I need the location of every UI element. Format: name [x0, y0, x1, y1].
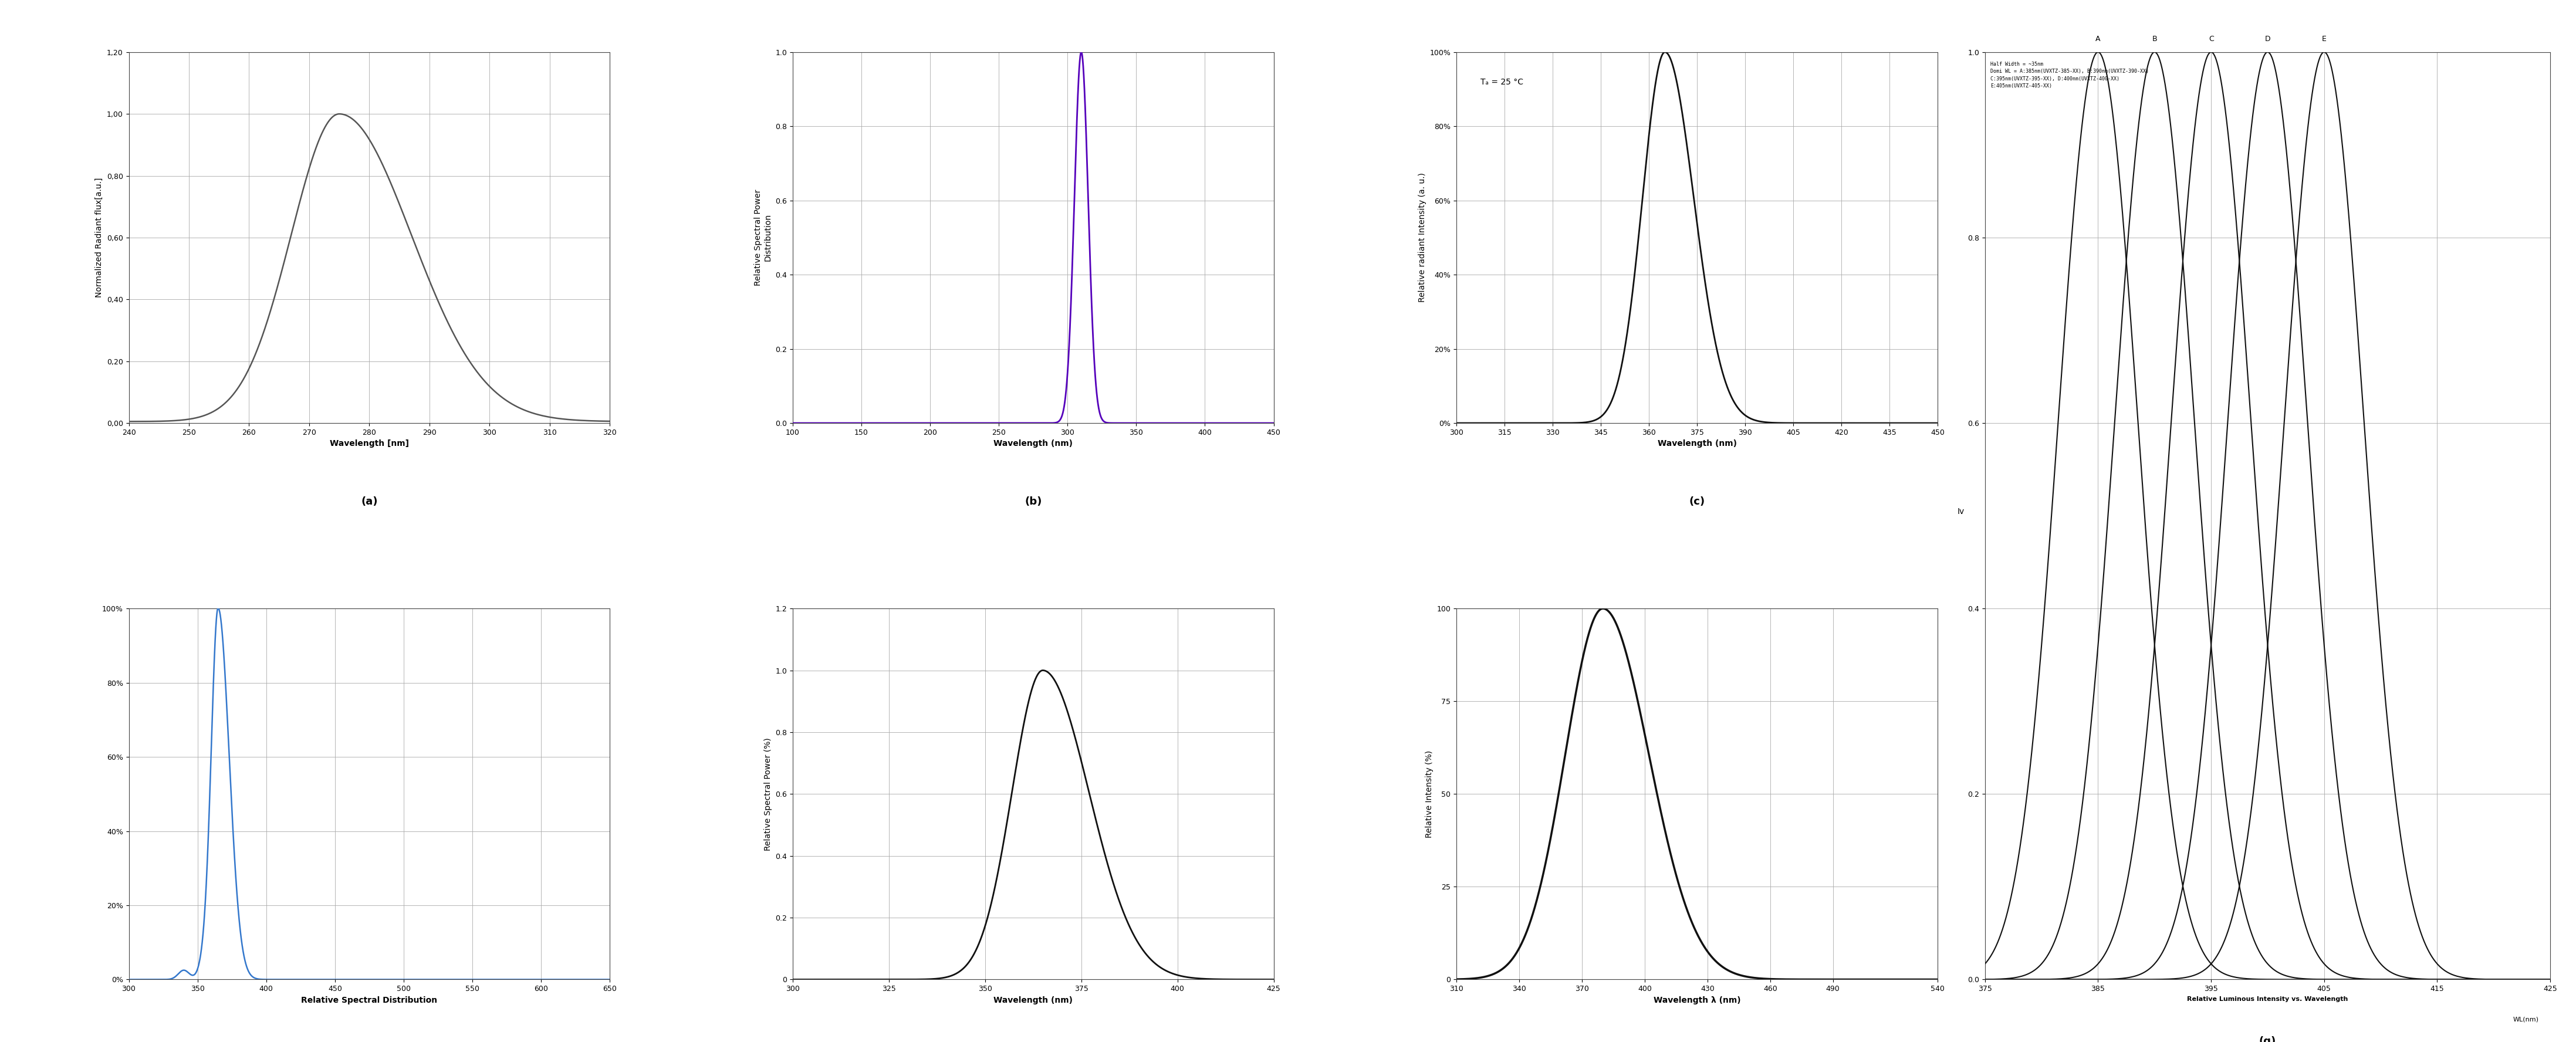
Y-axis label: Relative Spectral Power
Distribution: Relative Spectral Power Distribution: [755, 190, 773, 286]
Text: Half Width = ~35nm
Domi WL = A:385nm(UVXTZ-385-XX), B:390nm(UVXTZ-390-XX)
C:395n: Half Width = ~35nm Domi WL = A:385nm(UVX…: [1991, 61, 2148, 89]
Y-axis label: Normalized Radiant flux[a.u.]: Normalized Radiant flux[a.u.]: [95, 177, 103, 298]
Text: Tₐ = 25 °C: Tₐ = 25 °C: [1481, 78, 1522, 86]
X-axis label: Wavelength [nm]: Wavelength [nm]: [330, 440, 410, 448]
Y-axis label: Relative Spectral Power (%): Relative Spectral Power (%): [762, 738, 773, 850]
Text: E: E: [2321, 35, 2326, 43]
Text: (c): (c): [1690, 496, 1705, 507]
Text: A: A: [2094, 35, 2099, 43]
Text: B: B: [2151, 35, 2156, 43]
Y-axis label: Relative Intensity (%): Relative Intensity (%): [1425, 750, 1432, 838]
Text: C: C: [2208, 35, 2213, 43]
X-axis label: Wavelength λ (nm): Wavelength λ (nm): [1654, 996, 1741, 1004]
Y-axis label: Iv: Iv: [1958, 507, 1965, 516]
Text: (b): (b): [1025, 496, 1041, 507]
X-axis label: Wavelength (nm): Wavelength (nm): [1656, 440, 1736, 448]
X-axis label: Wavelength (nm): Wavelength (nm): [994, 440, 1072, 448]
Text: D: D: [2264, 35, 2269, 43]
Text: WL(nm): WL(nm): [2514, 1017, 2540, 1022]
Text: (a): (a): [361, 496, 379, 507]
X-axis label: Wavelength (nm): Wavelength (nm): [994, 996, 1072, 1004]
X-axis label: Relative Luminous Intensity vs. Wavelength: Relative Luminous Intensity vs. Waveleng…: [2187, 996, 2349, 1002]
Text: (g): (g): [2259, 1036, 2277, 1042]
Y-axis label: Relative radiant Intensity (a. u.): Relative radiant Intensity (a. u.): [1419, 173, 1427, 302]
X-axis label: Relative Spectral Distribution: Relative Spectral Distribution: [301, 996, 438, 1004]
